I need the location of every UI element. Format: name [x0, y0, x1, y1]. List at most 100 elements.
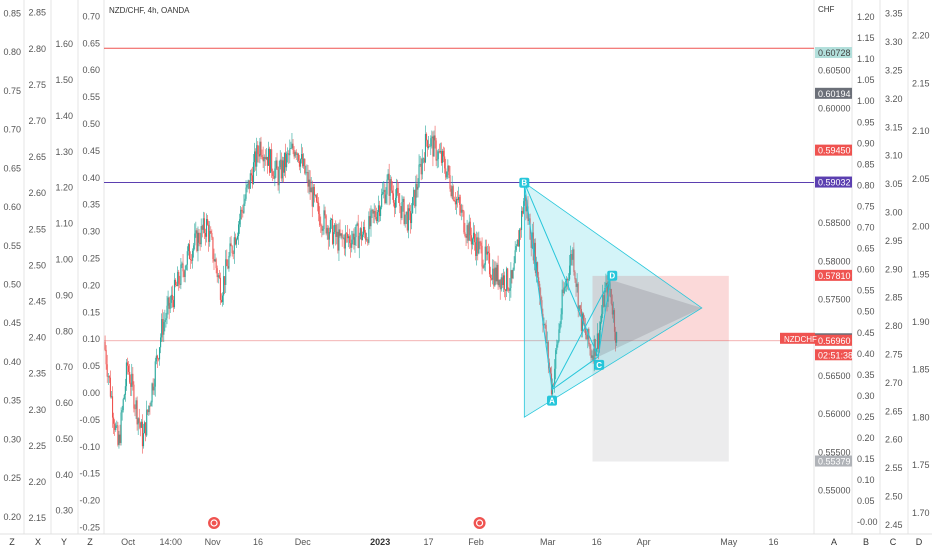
candle-body — [106, 364, 108, 377]
candle-body — [324, 210, 326, 216]
candles — [104, 125, 618, 454]
candle-body — [441, 150, 444, 163]
candle-body — [264, 156, 266, 160]
candle-body — [259, 141, 261, 157]
candle-body — [446, 171, 448, 178]
scale-button-a[interactable]: A — [831, 537, 837, 547]
candle-body — [166, 305, 168, 319]
right-scale-2-label: 0.30 — [857, 391, 875, 401]
time-label: 14:00 — [159, 537, 182, 547]
pattern-point-a[interactable] — [547, 395, 558, 406]
profit-zone[interactable] — [592, 275, 729, 341]
projection-triangle[interactable] — [598, 279, 702, 357]
candle-body — [558, 329, 560, 342]
far-left-scale-label: 0.50 — [3, 279, 21, 289]
right-scale-4-label: 2.10 — [912, 126, 930, 136]
candle-body — [453, 200, 455, 202]
economic-event-icon[interactable] — [473, 517, 486, 529]
candle-body — [566, 279, 569, 281]
candle-body — [131, 373, 133, 387]
candle-body — [407, 208, 409, 231]
scale-button-x[interactable]: X — [35, 537, 41, 547]
pattern-point-d[interactable] — [607, 270, 618, 281]
price-scales[interactable]: 0.85 0.80 0.75 0.70 0.65 0.60 0.55 0.50 0.45 0.40… — [3, 8, 929, 533]
candle-body — [547, 342, 549, 363]
candle-body — [195, 230, 197, 234]
position-tool[interactable] — [592, 275, 729, 462]
candle-body — [351, 239, 353, 248]
pattern-point-c[interactable] — [594, 359, 605, 370]
pattern-point-b[interactable] — [519, 177, 530, 188]
candle-body — [214, 259, 216, 262]
candle-body — [596, 333, 598, 349]
candle-body — [575, 279, 577, 287]
candle-body — [508, 289, 510, 291]
left-scale-3-label: 0.40 — [55, 470, 73, 480]
candle-body — [258, 154, 260, 157]
candle-body — [176, 285, 178, 287]
candle-body — [371, 209, 373, 211]
scale-button-d[interactable]: D — [916, 537, 923, 547]
candle-body — [341, 233, 343, 238]
candle-body — [283, 152, 286, 173]
candle-body — [183, 271, 185, 277]
scale-button-y[interactable]: Y — [61, 537, 67, 547]
pattern-path[interactable] — [523, 182, 611, 391]
candle-body — [479, 241, 481, 243]
candle-body — [148, 405, 150, 413]
candle-body — [605, 282, 607, 289]
time-axis[interactable]: Oct 14:00 Nov 16 Dec 2023 17 Feb Mar 16 Apr May 16 Z X… — [9, 517, 923, 547]
left-scale-3-label: 0.80 — [55, 326, 73, 336]
price-badge-text: 0.56960 — [818, 336, 851, 346]
right-scale-4-label: 1.95 — [912, 269, 930, 279]
candle-body — [234, 237, 236, 245]
left-scale-4-label: 0.55 — [82, 92, 100, 102]
candle-body — [541, 300, 543, 314]
candle-body — [201, 226, 203, 230]
price-badge — [815, 455, 852, 467]
triangle-pattern[interactable]: B A C D — [519, 177, 703, 418]
candle-body — [160, 337, 162, 348]
candle-body — [240, 209, 242, 220]
candle-body — [533, 242, 535, 261]
candle-body — [502, 275, 504, 285]
candle-body — [476, 237, 478, 256]
candle-body — [182, 263, 184, 272]
candle-body — [506, 268, 508, 291]
scale-button-b[interactable]: B — [863, 537, 869, 547]
candle-body — [543, 324, 545, 326]
price-badges: 0.60728 0.60194 0.59450 0.59032 0.57810 0.569… — [780, 47, 853, 467]
right-scale-3-label: 2.95 — [885, 236, 903, 246]
left-scale-3-label: 1.20 — [55, 183, 73, 193]
candle-body — [116, 425, 118, 427]
scale-button-z[interactable]: Z — [87, 537, 93, 547]
scale-button-c[interactable]: C — [890, 537, 897, 547]
chart-title: NZD/CHF, 4h, OANDA — [109, 6, 190, 15]
scale-button-z[interactable]: Z — [9, 537, 15, 547]
candle-body — [288, 153, 290, 156]
price-badge-text: 0.55379 — [818, 457, 851, 467]
left-scale-4-label: -0.15 — [79, 469, 100, 479]
candle-body — [226, 259, 228, 267]
candle-body — [514, 250, 516, 264]
price-scale-label: 0.55500 — [818, 447, 851, 457]
candle-body — [151, 383, 153, 403]
right-scale-3-label: 2.85 — [885, 293, 903, 303]
candle-body — [368, 216, 370, 243]
candle-body — [202, 218, 204, 230]
candle-body — [301, 153, 303, 160]
left-scale-3-label: 0.70 — [55, 362, 73, 372]
candle-body — [152, 383, 154, 391]
left-scale-2-label: 2.35 — [28, 369, 46, 379]
pattern-ad-line[interactable] — [551, 279, 611, 390]
candle-body — [223, 276, 225, 296]
candle-body — [396, 187, 398, 198]
candle-body — [303, 158, 305, 167]
candle-body — [576, 283, 578, 287]
candle-body — [302, 153, 304, 167]
economic-event-icon[interactable] — [208, 517, 221, 529]
candle-body — [538, 277, 540, 284]
candle-body — [601, 313, 603, 322]
pattern-bc-line[interactable] — [523, 182, 599, 358]
